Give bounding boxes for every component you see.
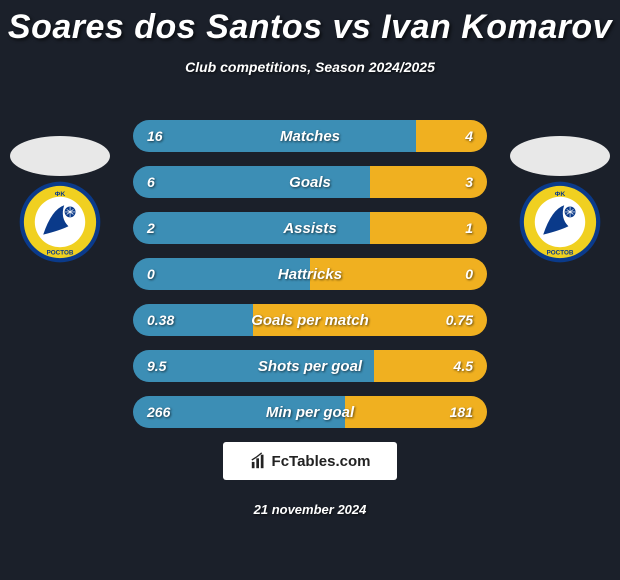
badge-text-top: ΦK <box>555 191 566 198</box>
stat-row: 164Matches <box>133 120 487 152</box>
badge-text-bottom: POCTOB <box>47 250 74 257</box>
stat-label: Goals <box>133 166 487 198</box>
stat-row: 21Assists <box>133 212 487 244</box>
chart-icon <box>250 452 268 470</box>
player-left-avatar-placeholder <box>10 136 110 176</box>
stat-label: Assists <box>133 212 487 244</box>
player-left-name: Soares dos Santos <box>8 8 323 46</box>
stat-row: 0.380.75Goals per match <box>133 304 487 336</box>
page-title: Soares dos Santos vs Ivan Komarov <box>0 0 620 47</box>
subtitle: Club competitions, Season 2024/2025 <box>0 59 620 75</box>
player-right-avatar-placeholder <box>510 136 610 176</box>
vs-text: vs <box>332 8 371 46</box>
stat-label: Hattricks <box>133 258 487 290</box>
stat-row: 00Hattricks <box>133 258 487 290</box>
date-text: 21 november 2024 <box>0 502 620 517</box>
club-badge-right: ΦK POCTOB <box>518 180 602 264</box>
watermark-badge[interactable]: FcTables.com <box>223 442 397 480</box>
stat-label: Min per goal <box>133 396 487 428</box>
club-badge-left: ΦK POCTOB <box>18 180 102 264</box>
player-right-name: Ivan Komarov <box>381 8 612 46</box>
stat-row: 266181Min per goal <box>133 396 487 428</box>
stat-label: Goals per match <box>133 304 487 336</box>
badge-text-bottom: POCTOB <box>547 250 574 257</box>
watermark-text: FcTables.com <box>272 453 371 470</box>
stat-row: 9.54.5Shots per goal <box>133 350 487 382</box>
badge-text-top: ΦK <box>55 191 66 198</box>
stats-container: 164Matches 63Goals 21Assists 00Hattricks 0.3… <box>133 120 487 442</box>
stat-label: Shots per goal <box>133 350 487 382</box>
stat-row: 63Goals <box>133 166 487 198</box>
stat-label: Matches <box>133 120 487 152</box>
